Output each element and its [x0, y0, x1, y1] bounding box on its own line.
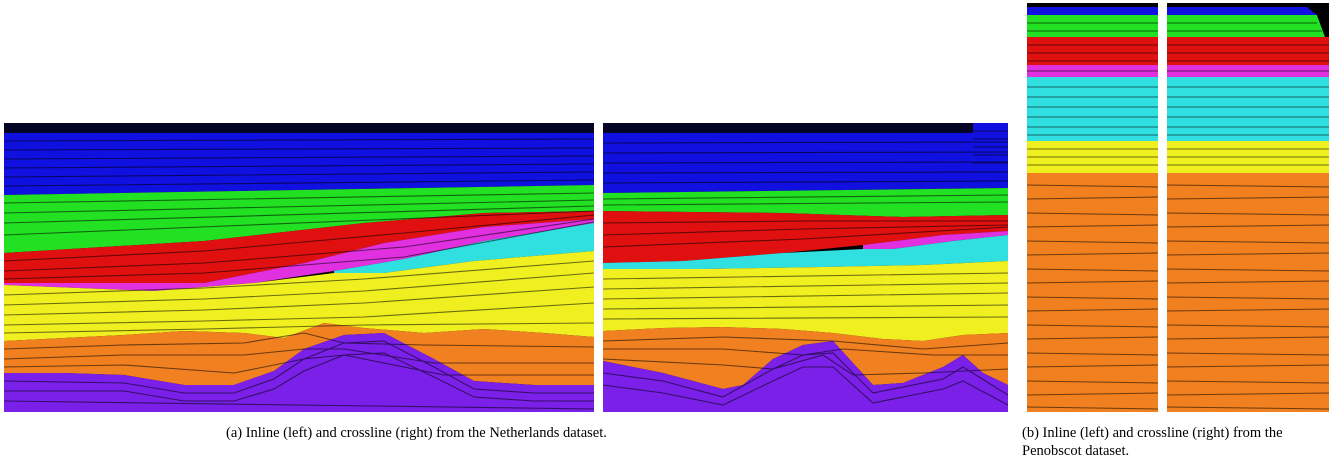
- netherlands-inline-image: [4, 123, 594, 412]
- subfigure-b-caption: (b) Inline (left) and crossline (right) …: [1022, 425, 1283, 459]
- penobscot-crossline-image: [1167, 3, 1329, 412]
- penobscot-inline-image: [1027, 3, 1158, 412]
- subfigure-a-caption: (a) Inline (left) and crossline (right) …: [226, 425, 607, 441]
- netherlands-crossline-image: [603, 123, 1008, 412]
